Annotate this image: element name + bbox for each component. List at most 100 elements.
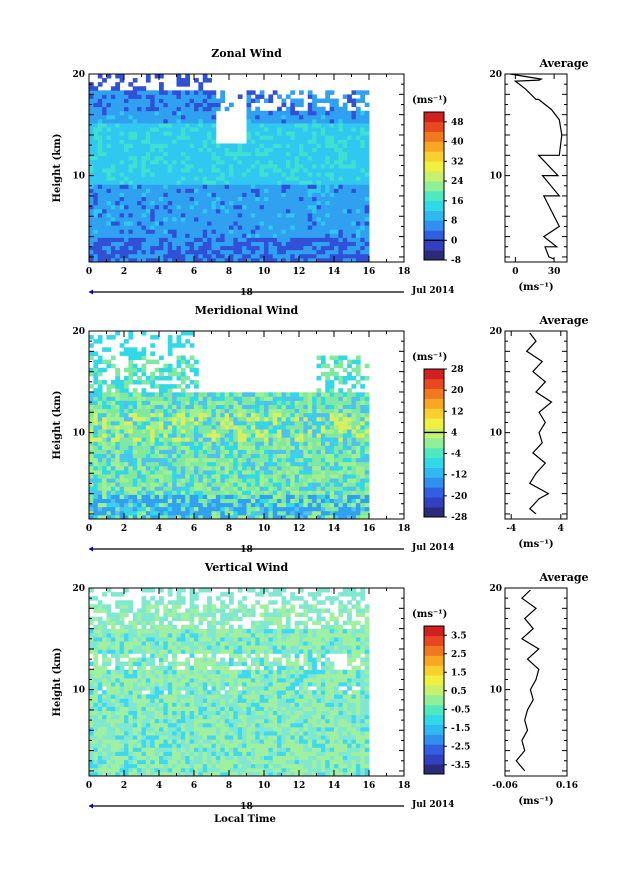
colorbar-band [424, 438, 444, 449]
average-frame [504, 330, 568, 520]
colorbar-band [424, 408, 444, 419]
day-label: 18 [240, 802, 253, 812]
colorbar-tick-label: 0 [451, 236, 457, 246]
average-x-tick-label: 4 [558, 524, 564, 534]
colorbar-band [424, 704, 444, 716]
y-axis-title: Height (km) [52, 648, 63, 717]
colorbar-tick-label: 2.5 [451, 650, 467, 660]
timeline-marker [89, 289, 93, 295]
x-tick-label: 18 [398, 267, 411, 277]
colorbar-tick-label: 12 [451, 407, 464, 417]
average-y-tick-label: 10 [489, 429, 502, 439]
colorbar-frame [423, 625, 445, 775]
x-tick-label: 6 [191, 267, 197, 277]
colorbar-tick-label: -28 [451, 513, 467, 523]
average-y-tick-label: 20 [489, 70, 502, 80]
average-x-axis-title: (ms⁻¹) [518, 282, 553, 293]
colorbar-band [424, 734, 444, 745]
average-y-tick-label: 10 [489, 686, 502, 696]
colorbar-tick-label: 24 [451, 177, 464, 187]
colorbar-tick-label: -12 [451, 471, 467, 481]
colorbar-band [424, 369, 444, 380]
colorbar-band [424, 714, 444, 725]
y-tick-label: 10 [72, 429, 85, 439]
colorbar-band [424, 507, 444, 518]
colorbar-band [424, 250, 444, 261]
average-profile-line [525, 332, 553, 515]
colorbar-band [424, 645, 444, 656]
colorbar-band [424, 210, 444, 221]
colorbar-tick-label: -3.5 [451, 761, 470, 771]
colorbar-tick-label: -0.5 [451, 705, 470, 715]
panel-title: Meridional Wind [195, 304, 299, 317]
x-tick-label: 0 [86, 781, 92, 791]
y-axis-title: Height (km) [52, 134, 63, 203]
colorbar-tick-label: 8 [451, 217, 457, 227]
x-tick-label: 4 [156, 781, 162, 791]
heatmap [89, 331, 370, 520]
average-x-tick-label: 0.16 [556, 781, 578, 791]
colorbar-band [424, 230, 444, 241]
average-x-axis-title: (ms⁻¹) [518, 796, 553, 807]
x-tick-label: 2 [121, 524, 127, 534]
heatmap [89, 74, 370, 263]
x-tick-label: 16 [363, 781, 376, 791]
x-tick-label: 14 [328, 267, 341, 277]
average-x-tick-label: 30 [548, 267, 561, 277]
colorbar-tick-label: 0.5 [451, 687, 467, 697]
average-title: Average [538, 57, 588, 70]
colorbar-band [424, 487, 444, 498]
colorbar-tick-label: -1.5 [451, 724, 470, 734]
x-tick-label: 14 [328, 524, 341, 534]
x-tick-label: 12 [293, 781, 306, 791]
x-tick-label: 0 [86, 267, 92, 277]
average-y-tick-label: 20 [489, 584, 502, 594]
colorbar-band [424, 181, 444, 192]
x-tick-label: 0 [86, 524, 92, 534]
y-axis-title: Height (km) [52, 391, 63, 460]
colorbar-band [424, 418, 444, 429]
panel-1: Meridional Wind 0 2 4 6 8 10 12 14 16 18 10 20 Height… [52, 304, 589, 555]
colorbar-band [424, 141, 444, 152]
panel-2: Vertical Wind 0 2 4 6 8 10 12 14 16 18 10 20 Height (… [52, 561, 589, 812]
colorbar-band [424, 675, 444, 686]
colorbar-band [424, 635, 444, 647]
colorbar-tick-label: -4 [451, 450, 461, 460]
timeline-marker [89, 546, 93, 552]
y-tick-label: 10 [72, 172, 85, 182]
day-label: 18 [240, 545, 253, 555]
colorbar-unit: (ms⁻¹) [412, 95, 447, 106]
colorbar-band [424, 161, 444, 172]
average-x-tick-label: -0.06 [492, 781, 518, 791]
x-tick-label: 16 [363, 267, 376, 277]
colorbar-band [424, 497, 444, 508]
colorbar-band [424, 112, 444, 123]
day-label: 18 [240, 288, 253, 298]
colorbar-tick-label: -20 [451, 492, 467, 502]
x-tick-label: 4 [156, 267, 162, 277]
colorbar-tick-label: 32 [451, 157, 464, 167]
colorbar-band [424, 378, 444, 390]
date-label: Jul 2014 [411, 543, 454, 553]
colorbar-tick-label: 48 [451, 118, 464, 128]
colorbar-tick-label: 1.5 [451, 668, 467, 678]
x-tick-label: 8 [226, 781, 232, 791]
heatmap [89, 588, 370, 777]
x-axis-title: Local Time [214, 814, 276, 825]
average-profile-line [510, 73, 563, 260]
x-tick-label: 8 [226, 267, 232, 277]
x-tick-label: 16 [363, 524, 376, 534]
panel-title: Zonal Wind [211, 47, 282, 60]
colorbar-tick-label: 20 [451, 386, 464, 396]
colorbar-frame [423, 368, 445, 518]
colorbar-tick-label: -2.5 [451, 742, 470, 752]
colorbar-band [424, 388, 444, 399]
colorbar-band [424, 457, 444, 468]
average-title: Average [538, 314, 588, 327]
date-label: Jul 2014 [411, 800, 454, 810]
colorbar-band [424, 467, 444, 478]
average-frame [504, 587, 568, 777]
colorbar-tick-label: 28 [451, 365, 464, 375]
colorbar-band [424, 724, 444, 735]
